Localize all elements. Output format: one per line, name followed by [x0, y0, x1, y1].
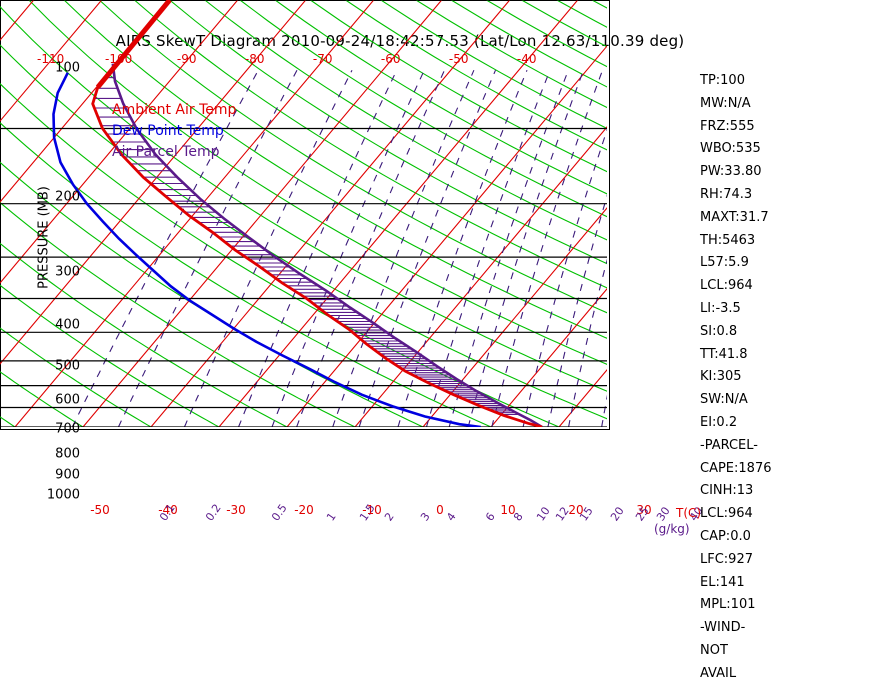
parameter-row: KI:305 — [700, 369, 742, 385]
parameter-row: SI:0.8 — [700, 323, 738, 339]
pressure-tick: 200 — [55, 189, 80, 205]
pressure-tick: 500 — [55, 358, 80, 374]
isobar-lines — [0, 0, 607, 427]
top-temp-tick: -80 — [244, 52, 265, 66]
parameter-row: L57:5.9 — [700, 255, 749, 271]
bottom-temp-tick: 0 — [436, 503, 444, 517]
bottom-temp-tick: -20 — [294, 503, 314, 517]
top-temp-tick: -100 — [105, 52, 133, 66]
parameter-row: PW:33.80 — [700, 164, 762, 180]
pressure-tick: 300 — [55, 264, 80, 280]
mixing-ratio-tick: 20 — [608, 504, 627, 524]
pressure-tick: 400 — [55, 317, 80, 333]
pressure-tick: 800 — [55, 446, 80, 462]
parameter-row: SW:N/A — [700, 392, 748, 408]
parameter-row: TH:5463 — [700, 232, 756, 248]
mixing-ratio-axis-label: (g/kg) — [654, 522, 690, 536]
pressure-axis-label: PRESSURE (MB) — [36, 186, 52, 289]
parameter-row: NOT — [700, 642, 728, 658]
bottom-temp-tick: -10 — [362, 503, 382, 517]
top-temp-tick: -40 — [516, 52, 537, 66]
parameter-row: -PARCEL- — [700, 437, 758, 453]
mixing-ratio-tick: 0.2 — [203, 501, 225, 524]
parameter-row: RH:74.3 — [700, 186, 753, 202]
legend-item: Air Parcel Temp — [112, 144, 220, 160]
page-title: AIRS SkewT Diagram 2010-09-24/18:42:57.5… — [115, 32, 685, 50]
mixing-ratio-tick: 4 — [444, 510, 459, 524]
top-temp-tick: -110 — [37, 52, 65, 66]
parameter-row: FRZ:555 — [700, 118, 755, 134]
parameter-row: AVAIL — [700, 665, 737, 681]
pressure-tick: 100 — [55, 60, 80, 76]
parameter-row: MAXT:31.7 — [700, 209, 769, 225]
mixing-ratio-tick: 1 — [323, 510, 339, 524]
parameter-row: -WIND- — [700, 620, 746, 636]
legend-item: Dew Point Temp — [112, 123, 224, 139]
parameter-row: EI:0.2 — [700, 414, 738, 430]
parameter-row: LI:-3.5 — [700, 300, 741, 316]
bottom-temp-tick: 20 — [568, 503, 584, 517]
parameter-row: MW:N/A — [700, 95, 751, 111]
pressure-tick: 1000 — [46, 487, 80, 503]
mixing-ratio-tick: 2 — [381, 510, 397, 524]
parameter-row: CINH:13 — [700, 483, 754, 499]
mixing-ratio-tick: 6 — [482, 510, 498, 524]
pressure-tick: 700 — [55, 421, 80, 437]
bottom-temp-tick: -50 — [90, 503, 110, 517]
temperature-axis-label: T(C) — [676, 506, 702, 520]
parameter-row: WBO:535 — [700, 141, 761, 157]
bottom-temp-tick: -40 — [158, 503, 178, 517]
pressure-tick: 900 — [55, 467, 80, 483]
mixing-ratio-tick: 0.5 — [269, 501, 291, 524]
sounding-curves — [52, 0, 543, 427]
mixing-ratio-tick: 8 — [511, 510, 527, 524]
parameter-row: CAP:0.0 — [700, 528, 751, 544]
parameter-row: MPL:101 — [700, 597, 756, 613]
bottom-temp-tick: -30 — [226, 503, 246, 517]
skewt-plot-area — [0, 0, 610, 430]
legend-item: Ambient Air Temp — [112, 102, 237, 118]
mixing-ratio-tick: 3 — [417, 510, 433, 524]
top-temp-tick: -90 — [176, 52, 197, 66]
parameter-row: LCL:964 — [700, 278, 753, 294]
top-temp-tick: -60 — [380, 52, 401, 66]
parameter-row: TP:100 — [700, 73, 745, 88]
top-temp-tick: -70 — [312, 52, 333, 66]
parameter-row: CAPE:1876 — [700, 460, 772, 476]
mixing-ratio-tick: 10 — [534, 504, 553, 524]
mixing-ratio-tick: 30 — [653, 504, 673, 524]
bottom-temp-tick: 30 — [636, 503, 652, 517]
parameter-panel: TP:100 MW:N/A FRZ:555 WBO:535 PW:33.80 RH:74.… — [700, 70, 815, 686]
parameter-row: TT:41.8 — [700, 346, 748, 362]
skewt-diagram-page: AIRS SkewT Diagram 2010-09-24/18:42:57.5… — [0, 0, 772, 681]
top-temp-tick: -50 — [448, 52, 469, 66]
parameter-row: LFC:927 — [700, 551, 753, 567]
bottom-temp-tick: 10 — [500, 503, 516, 517]
cape-hatch-region — [94, 77, 520, 416]
parameter-row: EL:141 — [700, 574, 745, 590]
pressure-tick: 600 — [55, 392, 80, 408]
skewt-plot-svg — [0, 0, 607, 427]
parameter-row: LCL:964 — [700, 506, 753, 522]
